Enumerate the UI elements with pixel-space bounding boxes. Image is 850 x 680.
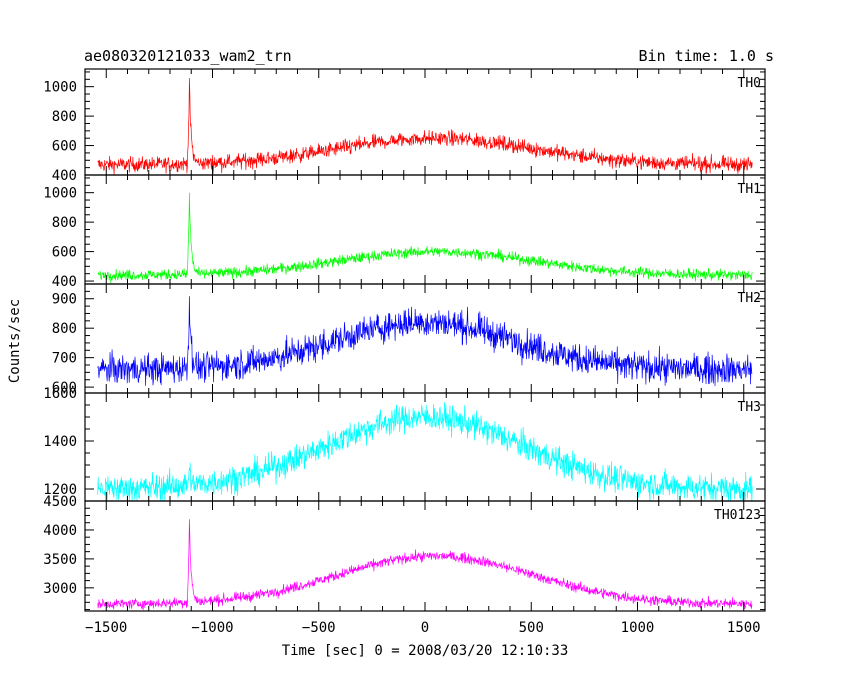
panel-th2: 600 700 800 900 TH2 (52, 283, 766, 396)
y-tick-label: 4000 (43, 523, 77, 539)
panel-label: TH0 (738, 76, 761, 91)
y-tick-label: 1400 (43, 434, 77, 450)
y-tick-label: 600 (52, 380, 77, 396)
chart-title: ae080320121033_wam2_trn (84, 47, 292, 65)
y-tick-label: 800 (52, 321, 77, 337)
y-tick-label: 3000 (43, 581, 77, 597)
x-axis-label: Time [sec] 0 = 2008/03/20 12:10:33 (282, 643, 569, 659)
x-tick-label: −500 (302, 620, 336, 636)
chart-subtitle: Bin time: 1.0 s (639, 47, 774, 65)
y-tick-label: 1000 (43, 80, 77, 96)
y-tick-label: 400 (52, 274, 77, 290)
panel-frame (84, 174, 766, 285)
y-tick-label: 800 (52, 109, 77, 125)
y-tick-label: 600 (52, 245, 77, 261)
y-axis-label: Counts/sec (7, 299, 23, 383)
panel-th3: 1200 1400 1600 TH3 (43, 386, 766, 502)
x-tick-label: −1000 (191, 620, 233, 636)
series-line-th0 (97, 78, 753, 175)
y-tick-label: 1000 (43, 186, 77, 202)
panel-label: TH1 (738, 182, 761, 197)
x-tick-label: 1500 (727, 620, 761, 636)
y-tick-label: 900 (52, 292, 77, 308)
x-tick-label: 0 (421, 620, 429, 636)
y-tick-label: 400 (52, 168, 77, 184)
panel-th0: 400 600 800 1000 TH0 (43, 68, 766, 184)
panel-frame (84, 68, 766, 176)
y-tick-label: 1600 (43, 386, 77, 402)
x-tick-label: −1500 (85, 620, 127, 636)
y-tick-label: 3500 (43, 552, 77, 568)
panel-label: TH0123 (714, 508, 761, 523)
panel-label: TH2 (738, 291, 761, 306)
panel-label: TH3 (738, 400, 761, 415)
x-tick-label: 500 (519, 620, 544, 636)
y-tick-label: 4500 (43, 494, 77, 510)
x-tick-label: 1000 (621, 620, 655, 636)
panels-group: 400 600 800 1000 TH0 400 600 800 1000 TH1 600 700 80… (43, 68, 766, 636)
panel-th0123: 3000 3500 4000 4500 TH0123 (43, 494, 766, 612)
y-tick-label: 800 (52, 215, 77, 231)
series-line-th3 (97, 401, 753, 501)
series-line-th0123 (97, 519, 753, 610)
y-tick-label: 1200 (43, 482, 77, 498)
y-tick-label: 700 (52, 351, 77, 367)
y-tick-label: 600 (52, 139, 77, 155)
panel-frame (84, 500, 766, 612)
series-line-th1 (97, 192, 753, 284)
series-line-th2 (97, 296, 753, 387)
panel-th1: 400 600 800 1000 TH1 (43, 174, 766, 290)
